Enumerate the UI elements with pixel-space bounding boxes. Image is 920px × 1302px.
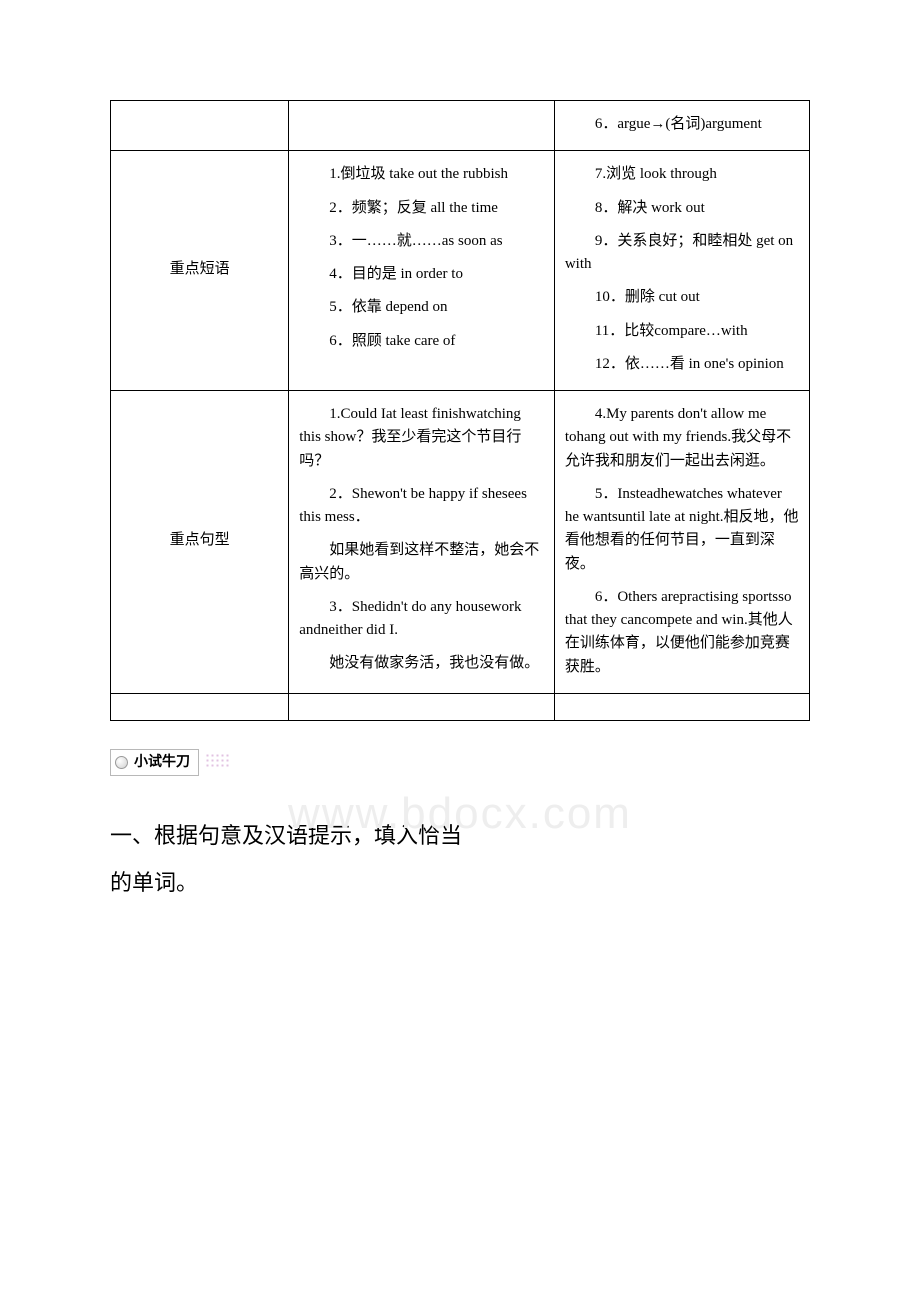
text-line: 11．比较compare…with	[565, 320, 799, 343]
text-line: 9．关系良好；和睦相处 get on with	[565, 230, 799, 277]
text-line: 4.My parents don't allow me tohang out w…	[565, 403, 799, 473]
row-label-sentences: 重点句型	[111, 391, 289, 694]
row-label-phrases: 重点短语	[111, 151, 289, 391]
text-line: 如果她看到这样不整洁，她会不高兴的。	[299, 539, 544, 586]
table-row	[111, 693, 810, 720]
text-line: 3．一……就……as soon as	[299, 230, 544, 253]
text-line: 6．Others arepractising sportsso that the…	[565, 586, 799, 679]
badge-box: 小试牛刀	[110, 749, 199, 777]
bullet-icon	[115, 756, 128, 769]
exercise-line: 一、根据句意及汉语提示，填入恰当	[110, 813, 810, 859]
exercise-heading: 一、根据句意及汉语提示，填入恰当 的单词。	[110, 813, 810, 905]
text-line: 10．删除 cut out	[565, 286, 799, 309]
cell-r3c2	[289, 693, 555, 720]
text-line: 5．Insteadhewatches whatever he wantsunti…	[565, 483, 799, 576]
cell-r2c3: 4.My parents don't allow me tohang out w…	[554, 391, 809, 694]
table-row: 6．argue→(名词)argument	[111, 101, 810, 151]
cell-r1c2: 1.倒垃圾 take out the rubbish 2．频繁；反复 all t…	[289, 151, 555, 391]
cell-r0c3: 6．argue→(名词)argument	[554, 101, 809, 151]
text-line: 7.浏览 look through	[565, 163, 799, 186]
cell-r0c2	[289, 101, 555, 151]
document-wrapper: www.bdocx.com 6．argue→(名词)argument 重点短语 …	[110, 100, 810, 906]
text-line: 2．Shewon't be happy if shesees this mess…	[299, 483, 544, 530]
cell-r1c3: 7.浏览 look through 8．解决 work out 9．关系良好；和…	[554, 151, 809, 391]
section-badge: 小试牛刀	[110, 749, 810, 778]
text-line: 5．依靠 depend on	[299, 296, 544, 319]
text-line: 1.倒垃圾 take out the rubbish	[299, 163, 544, 186]
dots-icon	[205, 753, 231, 769]
text-line: 4．目的是 in order to	[299, 263, 544, 286]
text-line: 6．argue→(名词)argument	[565, 113, 799, 136]
cell-r2c2: 1.Could Iat least finishwatching this sh…	[289, 391, 555, 694]
text-line: 她没有做家务活，我也没有做。	[299, 652, 544, 675]
cell-r0c1	[111, 101, 289, 151]
table-row: 重点短语 1.倒垃圾 take out the rubbish 2．频繁；反复 …	[111, 151, 810, 391]
cell-r3c3	[554, 693, 809, 720]
text-line: 1.Could Iat least finishwatching this sh…	[299, 403, 544, 473]
exercise-line: 的单词。	[110, 860, 810, 906]
text-line: 3．Shedidn't do any housework andneither …	[299, 596, 544, 643]
text-line: 2．频繁；反复 all the time	[299, 197, 544, 220]
text-line: 12．依……看 in one's opinion	[565, 353, 799, 376]
table-row: 重点句型 1.Could Iat least finishwatching th…	[111, 391, 810, 694]
badge-label: 小试牛刀	[134, 752, 190, 774]
text-line: 6．照顾 take care of	[299, 330, 544, 353]
cell-r3c1	[111, 693, 289, 720]
text-line: 8．解决 work out	[565, 197, 799, 220]
content-table: 6．argue→(名词)argument 重点短语 1.倒垃圾 take out…	[110, 100, 810, 721]
